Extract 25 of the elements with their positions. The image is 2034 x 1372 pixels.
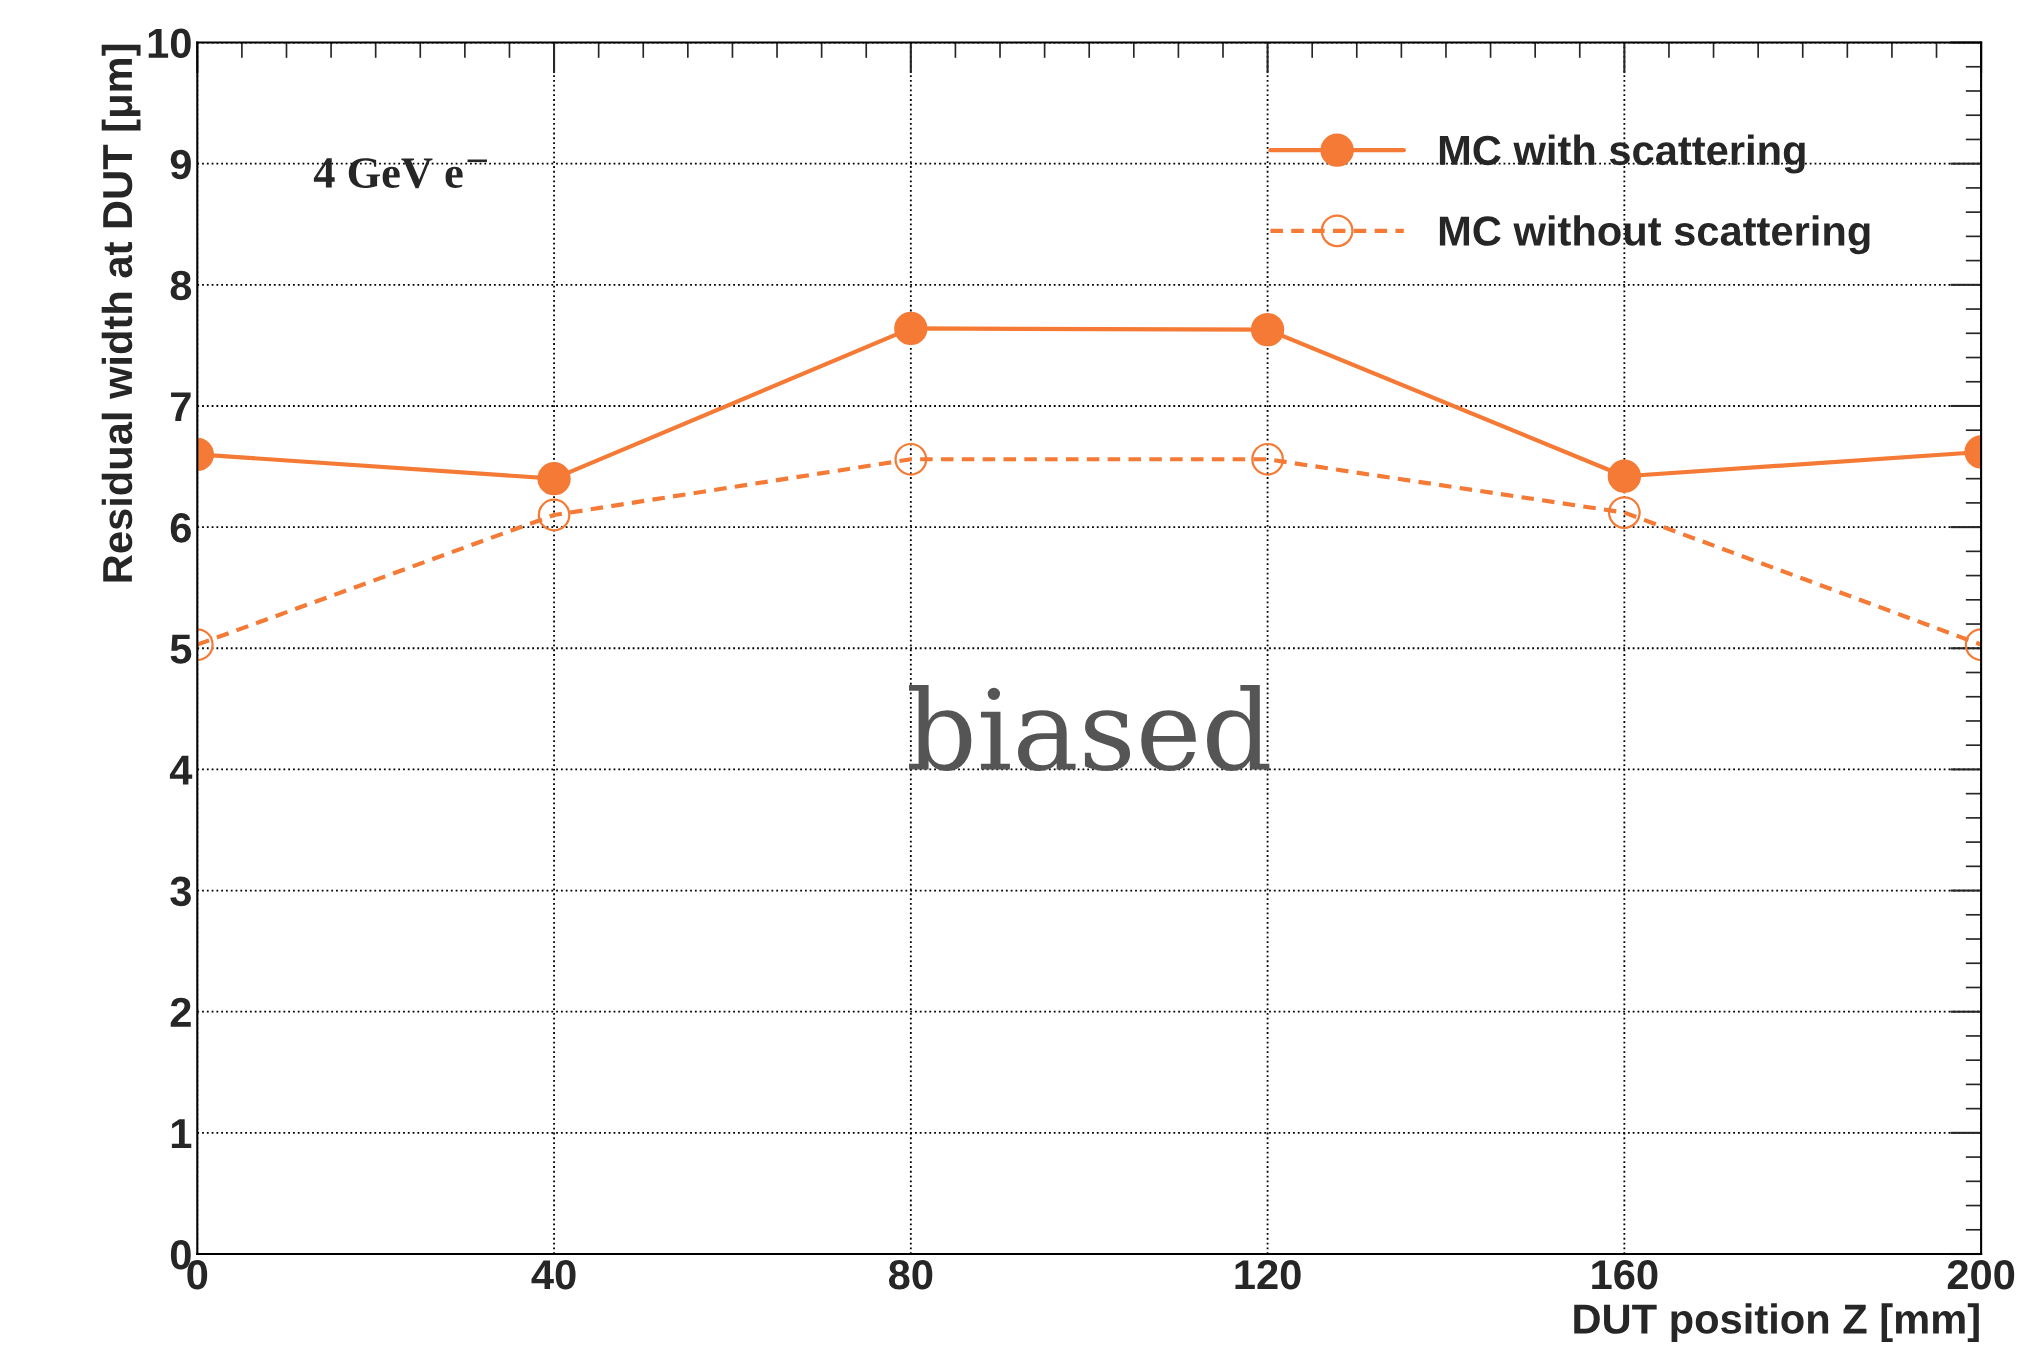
point	[1250, 312, 1285, 347]
y-tick-label: 9	[170, 149, 191, 180]
y-tick-label: 5	[170, 634, 192, 664]
annotation: biased	[908, 684, 1270, 771]
y-tick-label: 4	[169, 755, 193, 785]
legend-label: MC with scattering	[1439, 134, 1805, 174]
annotation: 4 GeV e$^{−}$	[313, 158, 488, 189]
legend-label: MC without scattering	[1439, 215, 1870, 255]
x-tick-label: 200	[1947, 1259, 2015, 1290]
y-tick-label: 10	[148, 28, 191, 59]
y-axis-title: Residual width at DUT [μm]	[101, 44, 141, 582]
x-axis-title: DUT position Z [mm]	[1574, 1303, 1979, 1343]
y-tick-label: 3	[170, 876, 191, 907]
y-tick-label: 8	[170, 270, 192, 301]
x-tick-label: 160	[1592, 1259, 1658, 1290]
x-tick-label: 80	[888, 1259, 933, 1290]
x-tick-label: 120	[1235, 1259, 1301, 1290]
y-tick-label: 6	[170, 513, 191, 543]
x-tick-label: 40	[531, 1259, 576, 1290]
y-tick-label: 7	[171, 392, 191, 422]
point	[894, 311, 928, 346]
y-tick-label: 2	[170, 997, 191, 1027]
point	[894, 442, 928, 476]
y-tick-label: 1	[171, 1119, 192, 1148]
point	[1251, 442, 1284, 476]
